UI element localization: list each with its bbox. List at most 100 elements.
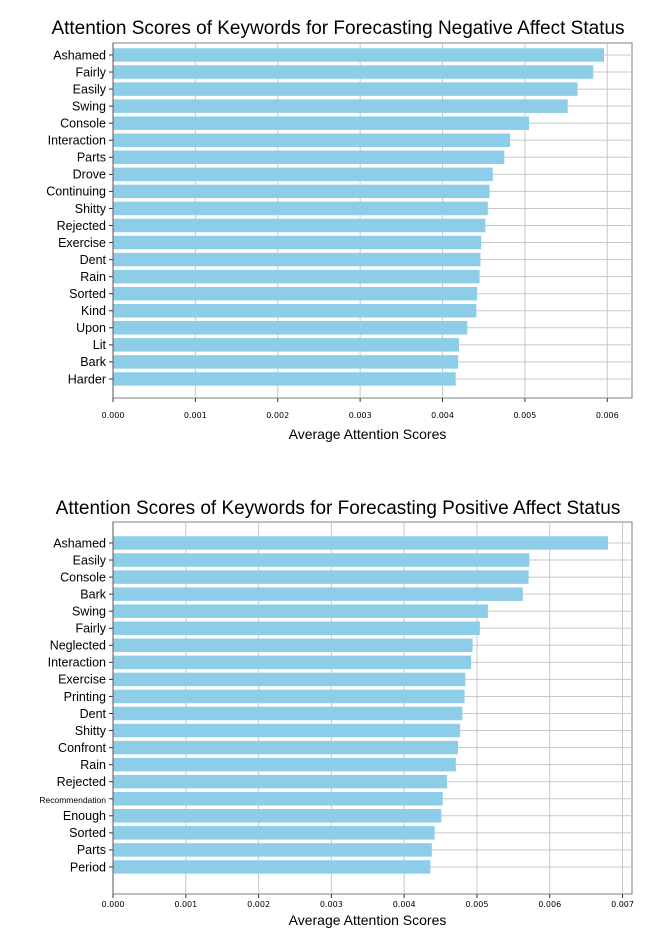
- chart-1-bar-rejected: [113, 774, 448, 789]
- chart-0-category-label: Continuing: [46, 185, 106, 199]
- chart-0-category-label: Harder: [68, 372, 106, 386]
- chart-1-category-label: Interaction: [48, 656, 106, 670]
- chart-1-category-label: Enough: [63, 809, 106, 823]
- chart-0-category-label: Fairly: [75, 65, 106, 79]
- chart-1-bar-fairly: [113, 621, 480, 635]
- chart-0-title: Attention Scores of Keywords for Forecas…: [51, 18, 624, 39]
- chart-1-category-label: Fairly: [75, 622, 106, 636]
- chart-1-category-label: Shitty: [75, 724, 107, 738]
- chart-1-bar-enough: [113, 809, 442, 823]
- chart-0-xtick-label: 0.003: [349, 411, 372, 420]
- chart-0-category-label: Console: [60, 117, 106, 131]
- chart-0-xtick-label: 0.005: [513, 411, 536, 420]
- chart-0-category-label: Dent: [80, 253, 107, 267]
- chart-0-bar-upon: [113, 321, 468, 335]
- chart-1-xtick-label: 0.005: [466, 900, 489, 909]
- chart-1-bar-exercise: [113, 672, 466, 687]
- chart-1-xtick-label: 0.003: [320, 900, 343, 909]
- chart-0-category-label: Lit: [93, 338, 107, 352]
- chart-0-category-label: Ashamed: [53, 48, 106, 62]
- chart-1-bar-rain: [113, 757, 456, 772]
- chart-0-category-label: Drove: [73, 168, 106, 182]
- chart-1-category-label: Console: [60, 570, 106, 584]
- chart-1-bar-ashamed: [113, 536, 608, 550]
- chart-0-category-label: Interaction: [48, 134, 106, 148]
- chart-1-category-label: Neglected: [50, 639, 106, 653]
- chart-1-bar-period: [113, 860, 431, 874]
- chart-1-xtick-label: 0.007: [611, 900, 634, 909]
- chart-1-category-label: Rejected: [57, 775, 106, 789]
- chart-1-bar-sorted: [113, 826, 435, 840]
- chart-1-category-label: Sorted: [69, 826, 106, 840]
- chart-1-bar-swing: [113, 604, 488, 618]
- chart-1-title: Attention Scores of Keywords for Forecas…: [56, 498, 621, 519]
- chart-0-bar-interaction: [113, 133, 511, 147]
- chart-0-category-label: Rain: [80, 270, 106, 284]
- chart-0-xtick-label: 0.006: [596, 411, 619, 420]
- chart-1-bar-dent: [113, 706, 463, 721]
- chart-1-category-label: Recommendation: [39, 795, 106, 805]
- chart-1-bar-neglected: [113, 638, 473, 653]
- chart-0-category-label: Sorted: [69, 287, 106, 301]
- chart-0-bar-harder: [113, 372, 456, 386]
- chart-1-category-label: Printing: [64, 690, 106, 704]
- chart-1-category-label: Confront: [58, 741, 106, 755]
- chart-1-category-label: Rain: [80, 758, 106, 772]
- negative-affect-chart: Attention Scores of Keywords for Forecas…: [46, 18, 633, 442]
- chart-1-category-label: Parts: [77, 843, 106, 857]
- chart-1-category-label: Ashamed: [53, 536, 106, 550]
- chart-0-bar-sorted: [113, 286, 478, 301]
- chart-0-category-label: Bark: [80, 355, 106, 369]
- chart-0-category-label: Parts: [77, 151, 106, 165]
- chart-0-bar-kind: [113, 304, 477, 318]
- chart-0-bar-ashamed: [113, 48, 604, 62]
- chart-1-bar-confront: [113, 740, 459, 755]
- chart-0-bar-exercise: [113, 235, 482, 250]
- chart-0-bar-console: [113, 116, 530, 130]
- chart-1-xtick-label: 0.002: [247, 900, 270, 909]
- chart-1-category-label: Bark: [80, 587, 106, 601]
- chart-1-bar-shitty: [113, 723, 461, 738]
- chart-0-xtick-label: 0.001: [184, 411, 207, 420]
- chart-0-bar-swing: [113, 99, 568, 113]
- chart-1-xtick-label: 0.004: [393, 900, 416, 909]
- chart-0-x-axis-label: Average Attention Scores: [289, 426, 447, 442]
- chart-0-category-label: Swing: [72, 99, 106, 113]
- chart-1-bar-interaction: [113, 655, 472, 670]
- chart-1-bar-recommendation: [113, 792, 443, 806]
- chart-1-category-label: Exercise: [58, 673, 106, 687]
- chart-0-bar-lit: [113, 338, 459, 352]
- chart-1-xtick-label: 0.000: [102, 900, 125, 909]
- positive-affect-chart: Attention Scores of Keywords for Forecas…: [39, 498, 634, 928]
- chart-0-xtick-label: 0.000: [102, 411, 125, 420]
- chart-0-bar-continuing: [113, 184, 490, 199]
- chart-0-bar-shitty: [113, 201, 488, 216]
- chart-0-xtick-label: 0.002: [266, 411, 289, 420]
- chart-0-category-label: Shitty: [75, 202, 107, 216]
- chart-0-bar-fairly: [113, 65, 594, 79]
- chart-1-bar-parts: [113, 843, 432, 857]
- chart-0-category-label: Kind: [81, 304, 106, 318]
- chart-0-bar-bark: [113, 355, 459, 369]
- chart-1-category-label: Swing: [72, 605, 106, 619]
- chart-0-bar-parts: [113, 150, 505, 165]
- chart-0-bar-easily: [113, 82, 578, 96]
- chart-0-category-label: Easily: [73, 82, 107, 96]
- chart-0-category-label: Rejected: [57, 219, 106, 233]
- chart-0-xtick-label: 0.004: [431, 411, 454, 420]
- chart-1-category-label: Easily: [73, 553, 107, 567]
- chart-0-bar-rain: [113, 269, 480, 284]
- chart-1-bar-bark: [113, 587, 523, 601]
- chart-1-bar-console: [113, 570, 529, 584]
- chart-0-bar-drove: [113, 167, 493, 182]
- chart-0-bar-rejected: [113, 218, 486, 233]
- chart-0-category-label: Exercise: [58, 236, 106, 250]
- chart-1-category-label: Dent: [80, 707, 107, 721]
- chart-0-bar-dent: [113, 252, 481, 267]
- chart-1-bar-easily: [113, 553, 530, 567]
- chart-1-xtick-label: 0.006: [538, 900, 561, 909]
- chart-0-category-label: Upon: [76, 321, 106, 335]
- chart-1-x-axis-label: Average Attention Scores: [289, 912, 447, 928]
- chart-1-bar-printing: [113, 689, 465, 704]
